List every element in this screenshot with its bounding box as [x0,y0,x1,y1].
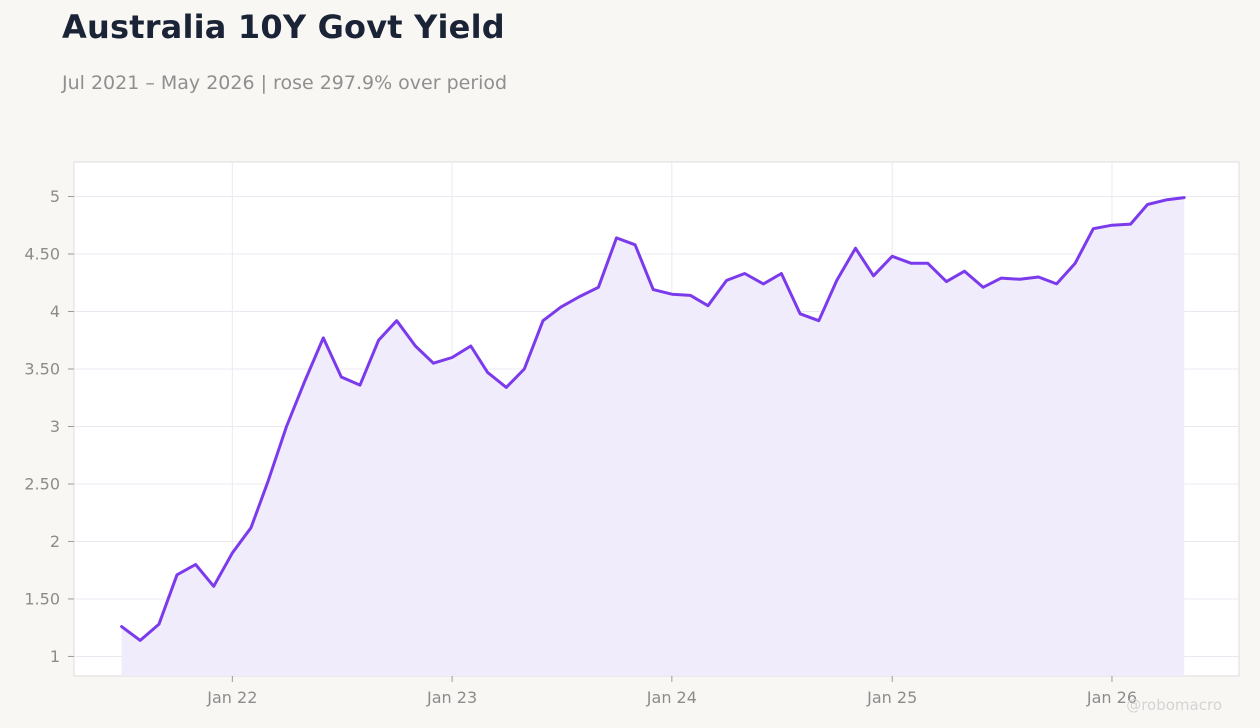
x-tick-label: Jan 23 [426,688,477,707]
x-tick-label: Jan 24 [646,688,697,707]
chart-subtitle: Jul 2021 – May 2026 | rose 297.9% over p… [62,72,508,94]
y-tick-label: 2 [50,532,60,551]
x-axis-ticks: Jan 22 Jan 23 Jan 24 Jan 25 Jan 26 [206,676,1137,707]
y-tick-label: 3 [50,417,60,436]
yield-line [120,196,1186,642]
x-tick-label: Jan 22 [206,688,257,707]
y-tick-label: 3.50 [24,359,60,378]
y-tick-label: 5 [50,187,60,206]
y-tick-label: 4 [50,302,60,321]
y-tick-label: 2.50 [24,474,60,493]
y-axis-ticks: 1 1.50 2 2.50 3 3.50 4 4.50 5 [24,187,74,666]
y-tick-label: 1 [50,647,60,666]
x-tick-label: Jan 25 [866,688,917,707]
y-tick-label: 4.50 [24,244,60,263]
area-fill [121,197,1185,676]
page-title: Australia 10Y Govt Yield [62,8,505,46]
watermark: @robomacro [1126,696,1222,714]
x-tick-label: Jan 26 [1086,688,1137,707]
y-tick-label: 1.50 [24,589,60,608]
